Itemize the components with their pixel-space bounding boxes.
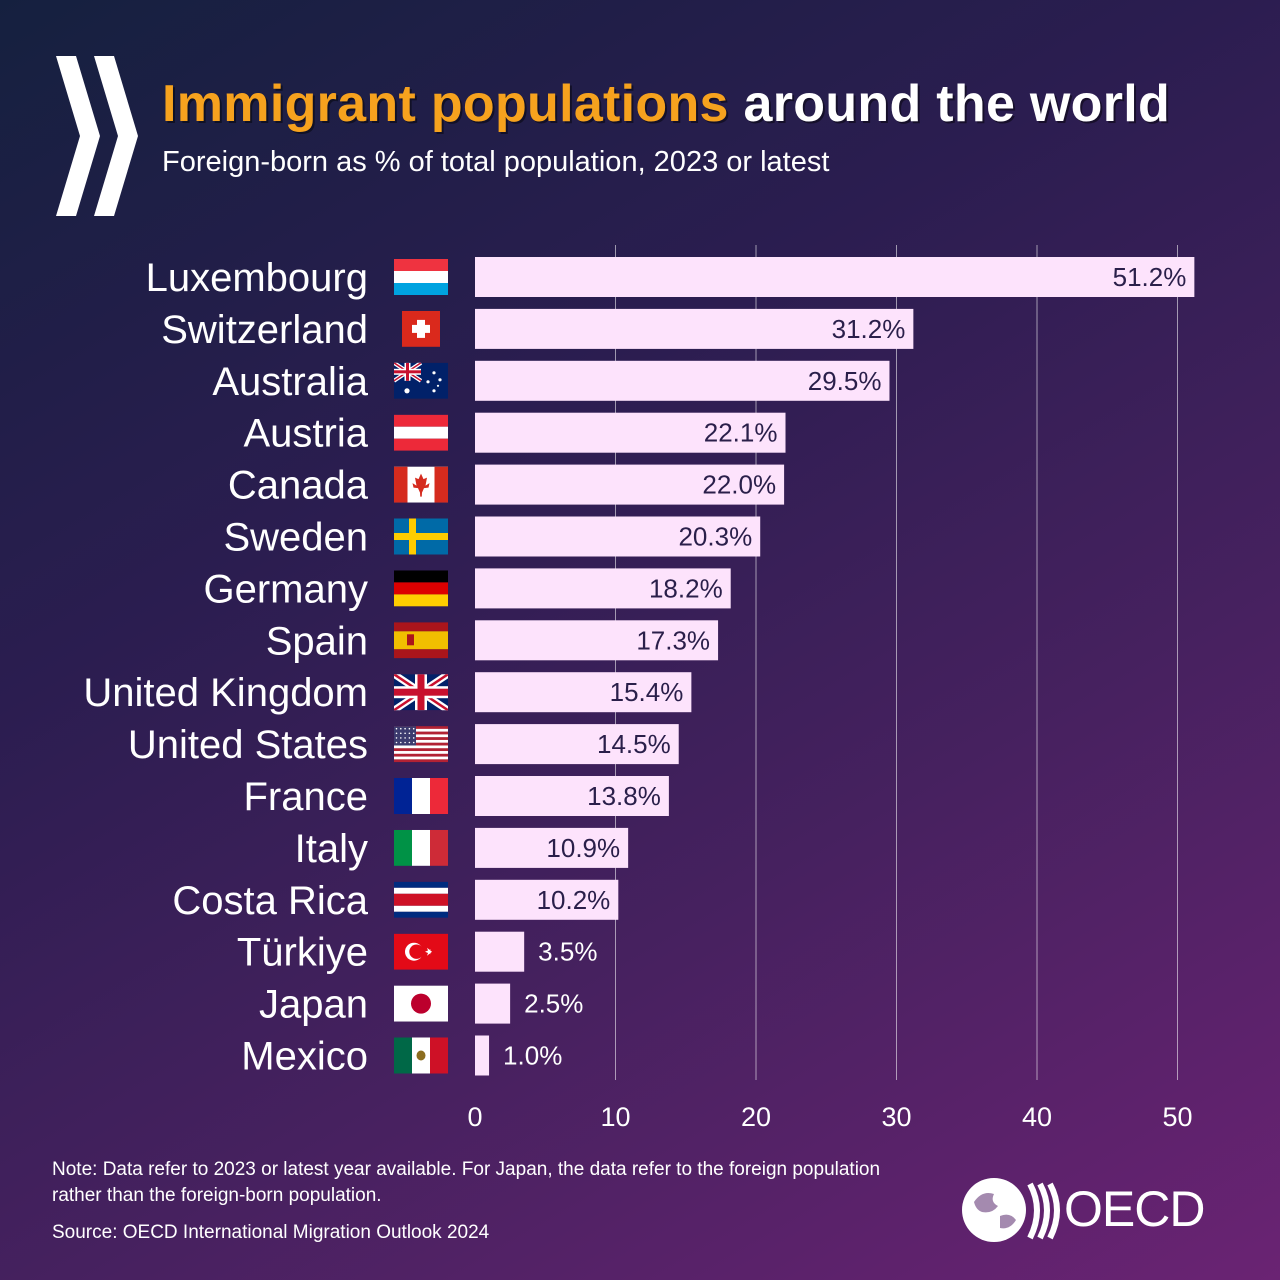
- flags-layer: [394, 259, 448, 1074]
- country-label: Austria: [244, 412, 369, 456]
- value-label: 17.3%: [636, 625, 710, 655]
- value-label: 2.5%: [524, 989, 583, 1019]
- bar: [475, 620, 719, 661]
- spain-flag-icon: [394, 622, 448, 659]
- source-note: Source: OECD International Migration Out…: [52, 1222, 490, 1243]
- luxembourg-flag-icon: [394, 259, 448, 295]
- japan-flag-icon: [394, 985, 448, 1022]
- bar: [475, 308, 914, 349]
- country-label: Sweden: [223, 516, 368, 560]
- country-label: Mexico: [241, 1035, 368, 1079]
- country-label: Costa Rica: [172, 879, 368, 923]
- germany-flag-icon: [394, 570, 448, 607]
- bar: [475, 983, 511, 1024]
- oecd-logo-icon: [962, 1178, 1060, 1242]
- country-label: France: [244, 775, 369, 819]
- united-kingdom-flag-icon: [394, 674, 448, 711]
- australia-flag-icon: [394, 362, 448, 399]
- value-label: 18.2%: [649, 573, 723, 603]
- chart-title: Immigrant populations around the world: [162, 74, 1170, 134]
- bar: [475, 931, 525, 972]
- austria-flag-icon: [394, 414, 448, 451]
- country-label: United Kingdom: [83, 671, 368, 715]
- value-label: 10.9%: [546, 833, 620, 863]
- bars-layer: [475, 257, 1195, 1076]
- value-label: 29.5%: [808, 366, 882, 396]
- country-label: Switzerland: [161, 308, 368, 352]
- country-label: Türkiye: [237, 931, 368, 975]
- x-tick-label: 30: [881, 1102, 911, 1132]
- bar: [475, 516, 761, 557]
- turkiye-flag-icon: [394, 933, 448, 970]
- bar: [475, 776, 669, 816]
- bar: [475, 360, 890, 401]
- value-label: 22.0%: [702, 470, 776, 500]
- value-label: 31.2%: [832, 314, 906, 344]
- bar: [475, 879, 619, 920]
- bar: [475, 412, 786, 453]
- country-label: Spain: [266, 619, 368, 663]
- france-flag-icon: [394, 778, 448, 814]
- x-tick-label: 50: [1162, 1102, 1192, 1132]
- x-tick-label: 0: [467, 1102, 482, 1132]
- country-label: Japan: [259, 983, 368, 1027]
- value-label: 14.5%: [597, 729, 671, 759]
- country-label: Luxembourg: [146, 256, 368, 300]
- united-states-flag-icon: [394, 726, 448, 763]
- country-label: Canada: [228, 464, 369, 508]
- bar: [475, 724, 679, 765]
- x-tick-label: 40: [1022, 1102, 1052, 1132]
- value-label: 15.4%: [610, 677, 684, 707]
- value-label: 1.0%: [503, 1041, 562, 1071]
- value-label: 51.2%: [1113, 262, 1187, 292]
- bar-chart: Luxembourg 51.2% Switzerland 31.2% Australia…: [83, 256, 1195, 1132]
- costa-rica-flag-icon: [394, 881, 448, 918]
- x-tick-label: 20: [741, 1102, 771, 1132]
- italy-flag-icon: [394, 829, 448, 866]
- value-label: 22.1%: [704, 418, 778, 448]
- value-label: 10.2%: [537, 885, 611, 915]
- bar: [475, 672, 692, 713]
- country-label: Germany: [204, 567, 369, 611]
- oecd-logo-text: OECD: [1064, 1181, 1205, 1237]
- switzerland-flag-icon: [402, 310, 440, 347]
- country-label: United States: [128, 723, 368, 767]
- bar: [475, 827, 629, 868]
- canada-flag-icon: [394, 466, 448, 503]
- value-label: 3.5%: [538, 937, 597, 967]
- title-highlight: Immigrant populations: [162, 75, 729, 133]
- bar: [475, 257, 1195, 297]
- title-rest: around the world: [743, 75, 1171, 133]
- value-label: 20.3%: [678, 522, 752, 552]
- bar: [475, 568, 731, 609]
- x-axis-tick-labels: 0 10 20 30 40 50: [467, 1102, 1192, 1132]
- chart-subtitle: Foreign-born as % of total population, 2…: [162, 146, 830, 178]
- x-tick-label: 10: [600, 1102, 630, 1132]
- sweden-flag-icon: [394, 518, 448, 555]
- oecd-chevrons-icon: [56, 56, 138, 216]
- footnote: Note: Data refer to 2023 or latest year …: [52, 1159, 881, 1206]
- labels-layer: Luxembourg 51.2% Switzerland 31.2% Australia…: [83, 256, 1186, 1079]
- country-label: Australia: [212, 360, 368, 404]
- bar: [475, 464, 785, 505]
- value-label: 13.8%: [587, 781, 661, 811]
- bar: [475, 1035, 490, 1076]
- mexico-flag-icon: [394, 1037, 448, 1074]
- country-label: Italy: [295, 827, 368, 871]
